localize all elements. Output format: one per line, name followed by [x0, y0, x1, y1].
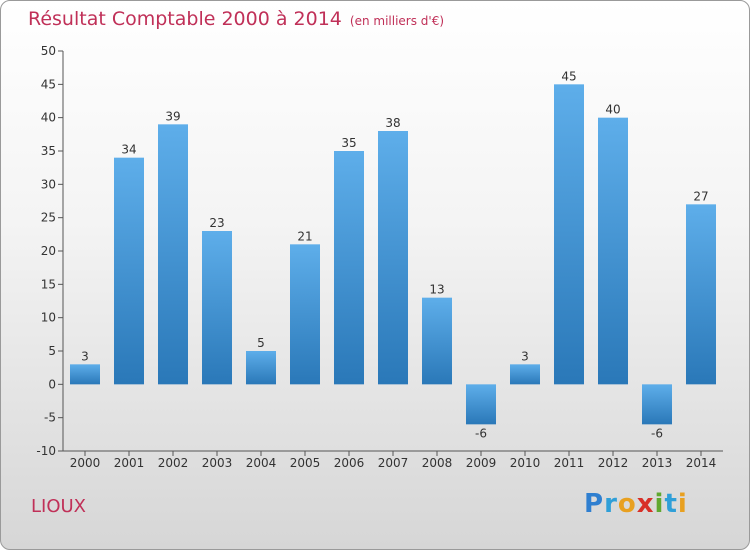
- bar-value-label: 21: [297, 229, 312, 243]
- bar-2009: [466, 384, 496, 425]
- chart-value-labels: 3 34 39 23 5 21 35 38 13 -6 3 45 40 -6 27: [81, 69, 708, 440]
- bar-2003: [202, 231, 232, 385]
- y-tick-label: 40: [41, 111, 56, 125]
- logo-letter: i: [677, 489, 688, 519]
- bar-2002: [158, 124, 188, 385]
- bar-value-label: 23: [209, 216, 224, 230]
- y-tick-label: 50: [41, 44, 56, 58]
- bar-value-label: 13: [429, 283, 444, 297]
- bar-2014: [686, 204, 716, 385]
- logo-letter: t: [664, 489, 678, 519]
- bar-value-label: 27: [693, 189, 708, 203]
- bar-2007: [378, 131, 408, 385]
- bar-value-label: 38: [385, 116, 400, 130]
- y-tick-label: 0: [48, 377, 56, 391]
- bar-value-label: 35: [341, 136, 356, 150]
- chart-bars: [70, 84, 716, 425]
- bar-value-label: -6: [651, 426, 663, 440]
- x-tick-label: 2000: [70, 456, 101, 470]
- x-tick-label: 2010: [510, 456, 541, 470]
- bar-2013: [642, 384, 672, 425]
- x-tick-label: 2001: [114, 456, 145, 470]
- bar-2004: [246, 351, 276, 385]
- x-tick-label: 2013: [642, 456, 673, 470]
- bar-2001: [114, 157, 144, 385]
- proxiti-logo: Proxiti: [584, 489, 688, 519]
- y-tick-label: -5: [44, 411, 56, 425]
- y-tick-label: 30: [41, 177, 56, 191]
- x-tick-label: 2009: [466, 456, 497, 470]
- bar-value-label: 5: [257, 336, 265, 350]
- x-tick-label: 2005: [290, 456, 321, 470]
- x-tick-label: 2003: [202, 456, 233, 470]
- bar-value-label: 34: [121, 143, 136, 157]
- chart-title: Résultat Comptable 2000 à 2014 (en millie…: [28, 8, 444, 30]
- logo-letter: i: [654, 489, 665, 519]
- y-tick-label: 20: [41, 244, 56, 258]
- bar-2010: [510, 364, 540, 385]
- x-tick-label: 2007: [378, 456, 409, 470]
- bar-2012: [598, 117, 628, 385]
- x-tick-label: 2012: [598, 456, 629, 470]
- y-tick-label: 45: [41, 77, 56, 91]
- bar-value-label: 3: [521, 349, 529, 363]
- y-tick-label: 25: [41, 211, 56, 225]
- bar-2011: [554, 84, 584, 385]
- logo-letter: P: [584, 489, 605, 519]
- logo-letter: x: [636, 489, 655, 519]
- bar-2006: [334, 151, 364, 385]
- x-tick-label: 2006: [334, 456, 365, 470]
- bar-value-label: -6: [475, 426, 487, 440]
- y-tick-label: 10: [41, 311, 56, 325]
- y-tick-label: 15: [41, 277, 56, 291]
- bar-value-label: 40: [605, 103, 620, 117]
- x-tick-label: 2004: [246, 456, 277, 470]
- bar-2008: [422, 297, 452, 385]
- bar-value-label: 3: [81, 349, 89, 363]
- logo-letter: o: [617, 489, 637, 519]
- y-tick-label: -10: [36, 444, 56, 458]
- y-tick-label: 35: [41, 144, 56, 158]
- x-tick-label: 2014: [686, 456, 717, 470]
- logo-letter: r: [604, 489, 618, 519]
- y-tick-label: 5: [48, 344, 56, 358]
- x-tick-label: 2002: [158, 456, 189, 470]
- x-tick-label: 2011: [554, 456, 585, 470]
- bar-value-label: 39: [165, 109, 180, 123]
- bar-value-label: 45: [561, 69, 576, 83]
- bar-2000: [70, 364, 100, 385]
- title-text: Résultat Comptable 2000 à 2014: [28, 8, 342, 30]
- commune-name: LIOUX: [31, 496, 87, 517]
- x-tick-label: 2008: [422, 456, 453, 470]
- bar-2005: [290, 244, 320, 385]
- title-unit: (en milliers d'€): [349, 14, 445, 28]
